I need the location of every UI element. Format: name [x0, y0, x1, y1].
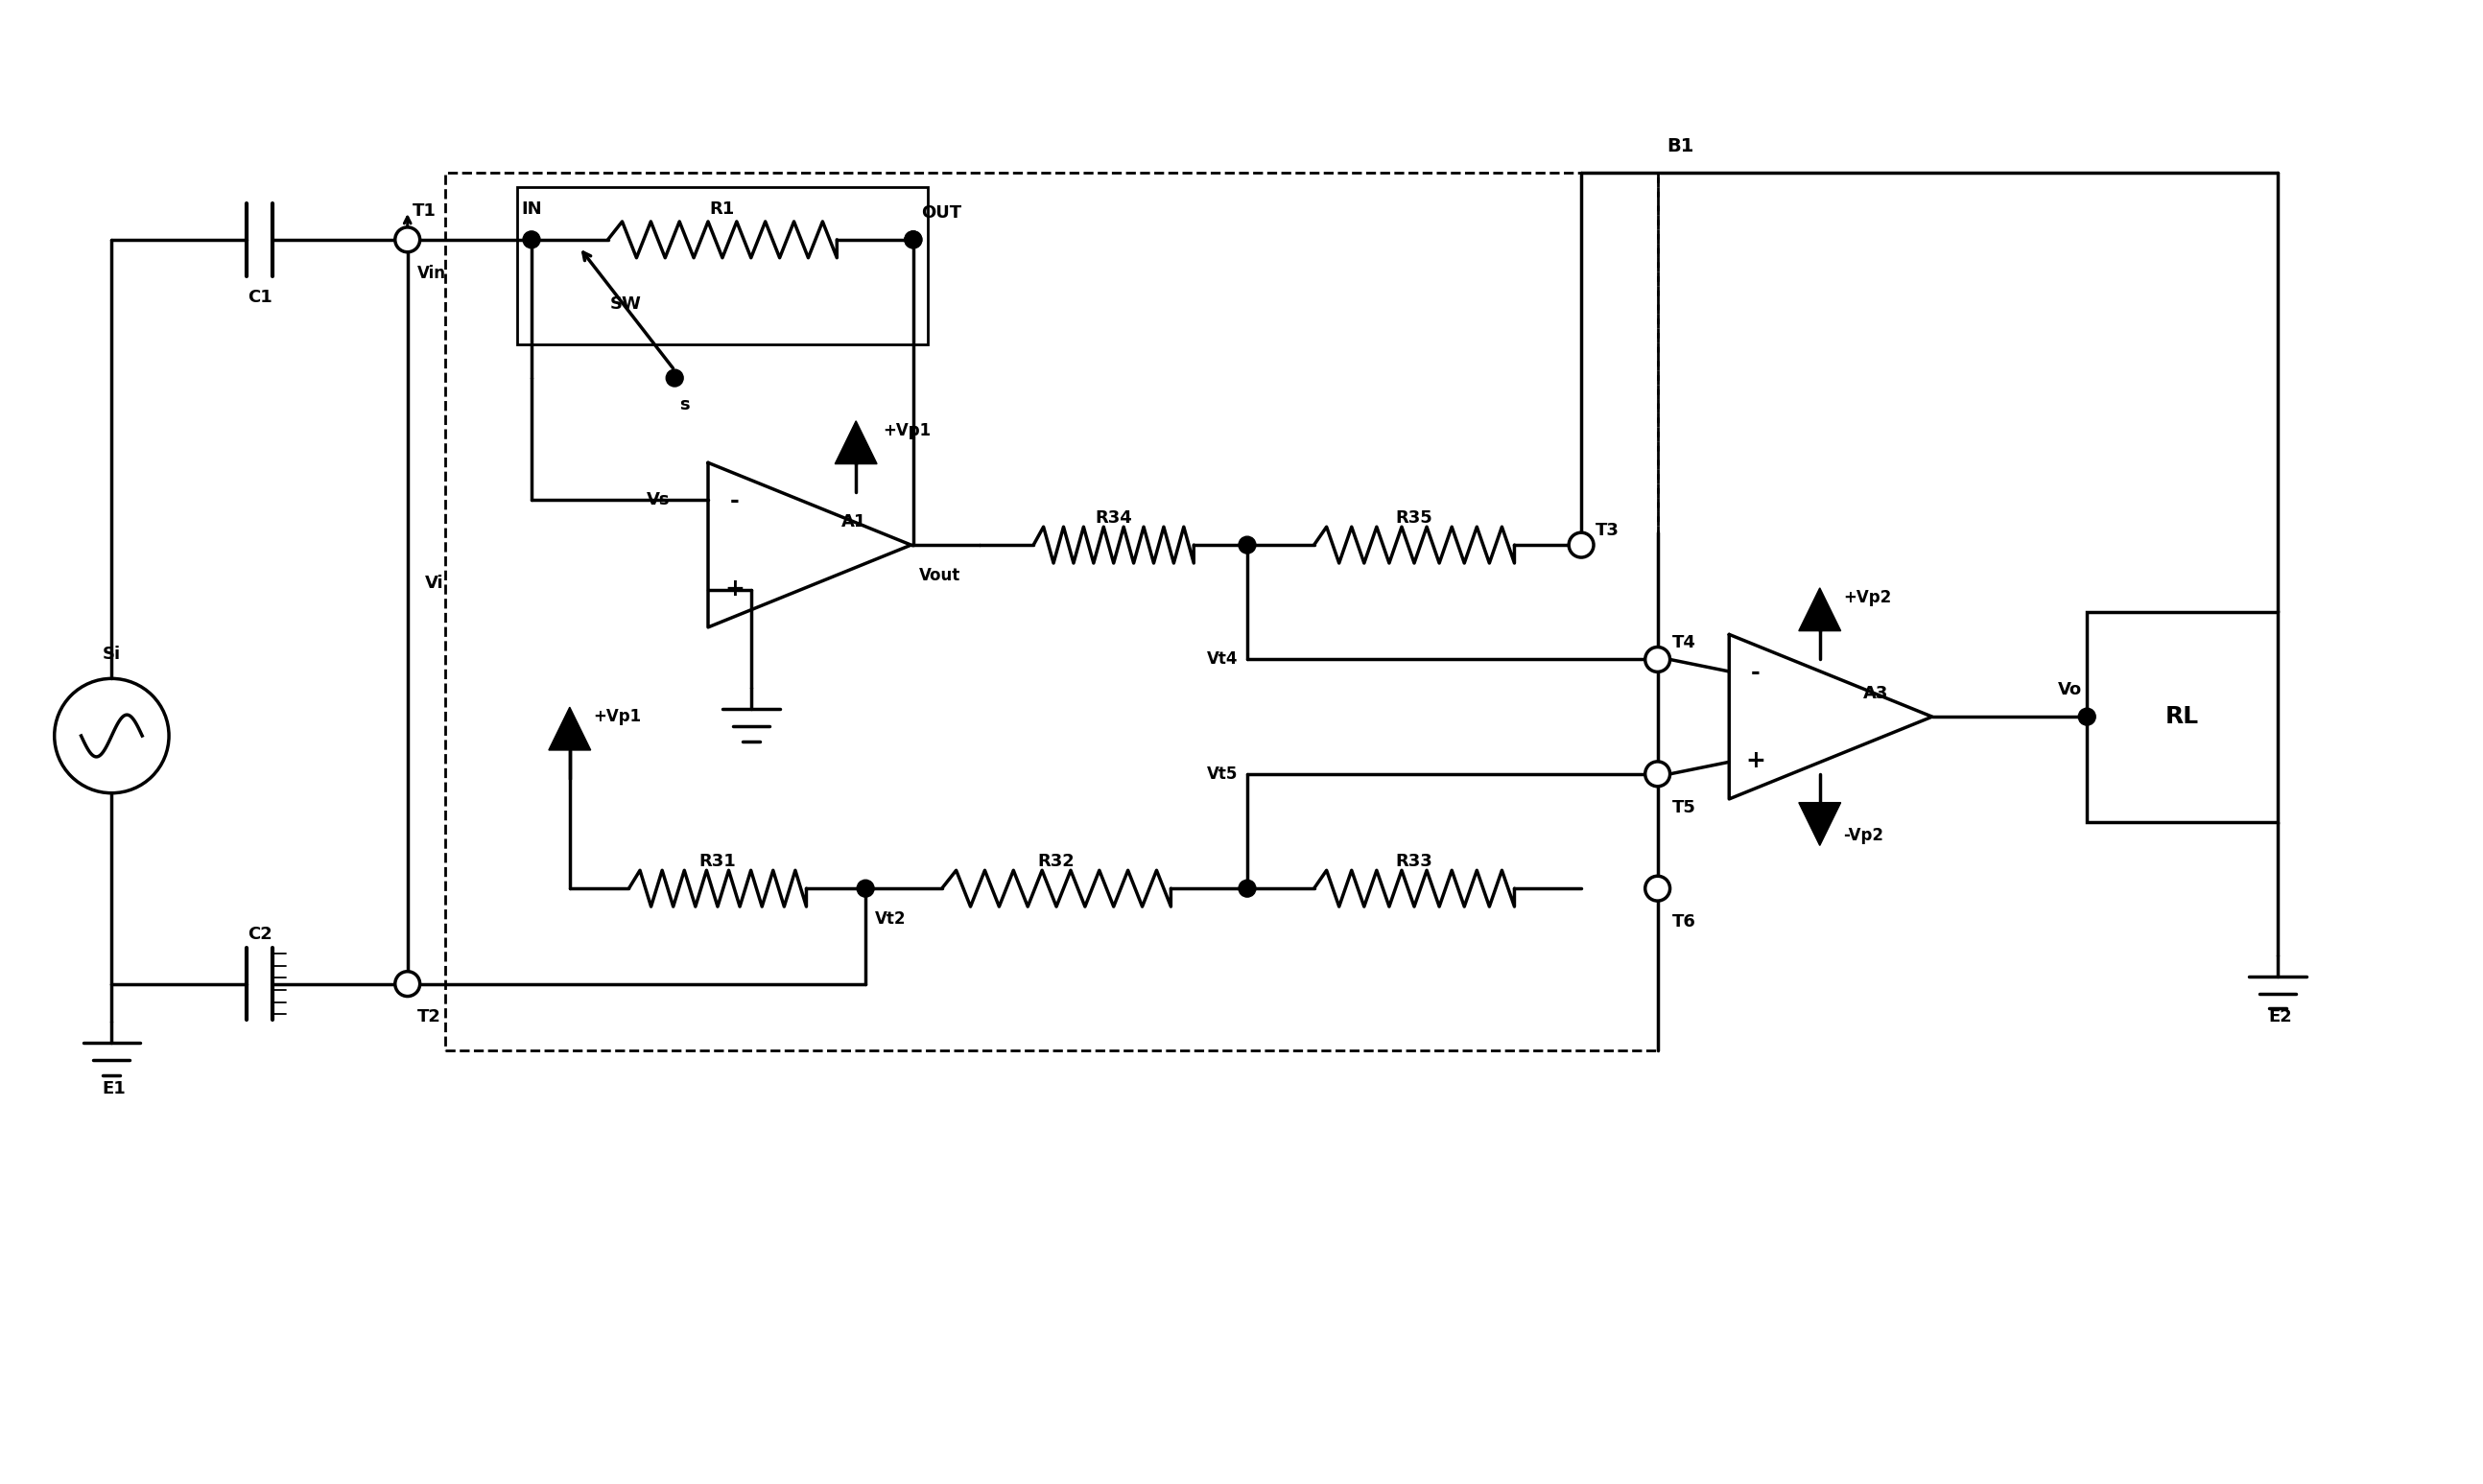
Text: +Vp1: +Vp1	[881, 421, 931, 439]
Text: A1: A1	[842, 513, 867, 531]
Text: R31: R31	[700, 853, 735, 871]
Circle shape	[1646, 876, 1671, 901]
Text: s: s	[680, 396, 690, 414]
Text: T3: T3	[1597, 522, 1619, 539]
Text: Vout: Vout	[919, 567, 961, 585]
Circle shape	[1569, 533, 1594, 558]
Text: -: -	[1751, 662, 1760, 684]
Circle shape	[665, 370, 683, 387]
Text: Vt4: Vt4	[1207, 651, 1237, 668]
Circle shape	[2078, 708, 2096, 726]
Text: R32: R32	[1038, 853, 1075, 871]
Text: +Vp2: +Vp2	[1845, 589, 1892, 605]
Text: R34: R34	[1095, 509, 1132, 527]
Circle shape	[524, 232, 541, 248]
Text: Vs: Vs	[646, 491, 670, 509]
Circle shape	[1239, 880, 1256, 896]
Text: B1: B1	[1666, 137, 1693, 156]
Text: T5: T5	[1671, 798, 1696, 816]
Text: +: +	[725, 577, 745, 601]
Circle shape	[395, 972, 420, 996]
Text: SW: SW	[611, 295, 641, 313]
Polygon shape	[834, 421, 876, 464]
Bar	[2088, 611, 2277, 822]
Circle shape	[1646, 761, 1671, 787]
Polygon shape	[1798, 588, 1840, 631]
Text: IN: IN	[521, 200, 541, 218]
Bar	[516, 187, 929, 344]
Text: C2: C2	[248, 926, 273, 942]
Bar	[444, 172, 1659, 1051]
Polygon shape	[1798, 803, 1840, 846]
Circle shape	[904, 232, 921, 248]
Text: RL: RL	[2165, 705, 2200, 729]
Text: -: -	[730, 490, 740, 512]
Text: T4: T4	[1671, 634, 1696, 651]
Text: Vt2: Vt2	[874, 910, 906, 928]
Circle shape	[395, 227, 420, 252]
Text: R35: R35	[1395, 509, 1433, 527]
Circle shape	[857, 880, 874, 896]
Text: T2: T2	[417, 1009, 442, 1025]
Text: R33: R33	[1395, 853, 1433, 871]
Polygon shape	[549, 708, 591, 749]
Text: Vo: Vo	[2058, 681, 2083, 699]
Text: Vt5: Vt5	[1207, 766, 1237, 782]
Text: T1: T1	[412, 202, 437, 220]
Text: +: +	[1746, 749, 1765, 772]
Circle shape	[1646, 647, 1671, 672]
Text: A3: A3	[1862, 686, 1887, 702]
Text: R1: R1	[710, 200, 735, 218]
Text: +Vp1: +Vp1	[593, 708, 641, 726]
Circle shape	[1239, 536, 1256, 554]
Text: Vin: Vin	[417, 264, 447, 282]
Text: E2: E2	[2269, 1009, 2292, 1025]
Text: C1: C1	[248, 288, 273, 306]
Text: Si: Si	[102, 646, 122, 663]
Text: Vi: Vi	[425, 574, 444, 592]
Circle shape	[904, 232, 921, 248]
Text: T6: T6	[1671, 913, 1696, 930]
Text: OUT: OUT	[921, 205, 961, 221]
Text: -Vp2: -Vp2	[1845, 828, 1885, 844]
Text: E1: E1	[102, 1080, 127, 1098]
